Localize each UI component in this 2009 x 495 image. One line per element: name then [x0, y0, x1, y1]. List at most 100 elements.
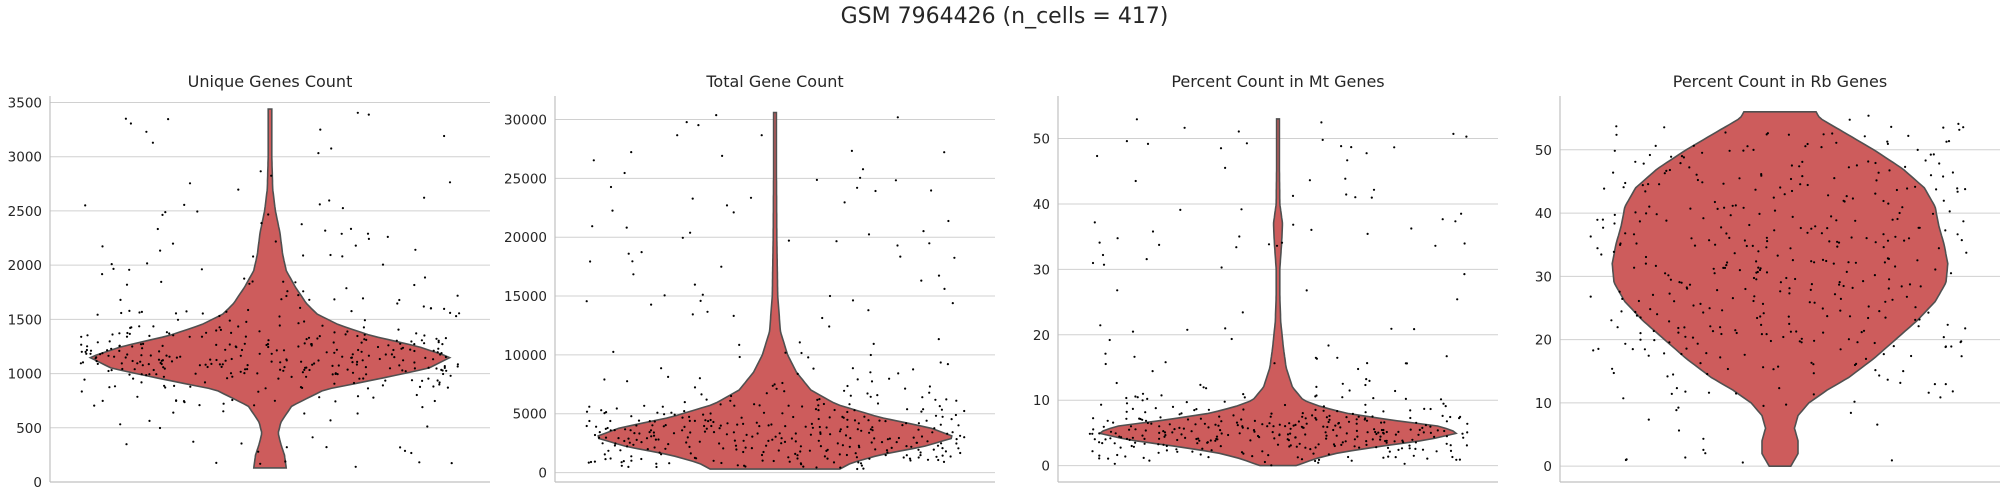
- data-point: [1882, 246, 1885, 249]
- data-point: [247, 308, 250, 312]
- data-point: [941, 447, 944, 450]
- data-point: [203, 381, 207, 384]
- data-point: [1091, 261, 1095, 265]
- data-point: [415, 332, 418, 335]
- data-point: [237, 325, 240, 328]
- data-point: [1445, 442, 1448, 445]
- data-point: [897, 372, 900, 375]
- data-point: [1133, 355, 1136, 358]
- data-point: [1778, 387, 1781, 390]
- data-point: [1442, 402, 1445, 405]
- data-point: [632, 443, 635, 446]
- data-point: [1098, 457, 1101, 460]
- data-point: [311, 363, 314, 366]
- data-point: [1860, 331, 1863, 334]
- data-point: [1680, 281, 1683, 284]
- data-point: [1907, 134, 1910, 137]
- data-point: [1312, 452, 1315, 455]
- data-point: [318, 335, 321, 338]
- data-point: [620, 461, 623, 464]
- data-point: [1397, 448, 1400, 451]
- data-point: [920, 410, 923, 413]
- data-point: [941, 415, 944, 418]
- data-point: [1654, 144, 1657, 147]
- data-point: [438, 381, 441, 384]
- data-point: [1445, 355, 1448, 358]
- data-point: [894, 179, 898, 182]
- data-point: [1799, 226, 1802, 230]
- data-point: [1157, 451, 1160, 454]
- data-point: [1728, 149, 1731, 152]
- data-point: [688, 415, 691, 418]
- data-point: [119, 298, 122, 301]
- data-point: [635, 438, 638, 441]
- data-point: [1220, 432, 1223, 435]
- data-point: [1130, 444, 1133, 448]
- data-point: [1412, 454, 1415, 457]
- data-point: [809, 433, 813, 436]
- data-point: [1125, 437, 1129, 440]
- data-point: [363, 319, 366, 322]
- data-point: [1644, 255, 1648, 259]
- data-point: [1884, 316, 1887, 319]
- data-point: [629, 429, 632, 432]
- data-point: [1878, 310, 1881, 313]
- data-point: [1088, 432, 1091, 435]
- data-point: [601, 442, 604, 445]
- data-point: [1289, 444, 1292, 447]
- data-point: [246, 364, 249, 367]
- data-point: [267, 213, 270, 216]
- data-point: [1317, 458, 1321, 461]
- data-point: [934, 414, 938, 417]
- data-point: [630, 455, 633, 458]
- data-point: [870, 380, 874, 383]
- data-point: [398, 364, 401, 367]
- data-point: [1762, 312, 1765, 315]
- data-point: [1808, 301, 1811, 304]
- data-point: [819, 445, 823, 448]
- y-tick-label: 1500: [8, 312, 42, 328]
- data-point: [161, 359, 164, 362]
- data-point: [663, 413, 666, 416]
- data-point: [1184, 436, 1187, 439]
- data-point: [637, 419, 641, 422]
- data-point: [851, 299, 855, 302]
- data-point: [437, 339, 440, 342]
- data-point: [1298, 442, 1301, 445]
- data-point: [1685, 286, 1688, 289]
- data-point: [1242, 452, 1245, 455]
- data-point: [649, 429, 653, 432]
- data-point: [170, 360, 174, 363]
- data-point: [444, 337, 447, 340]
- data-point: [1689, 207, 1692, 210]
- data-point: [1136, 396, 1139, 399]
- data-point: [1183, 126, 1186, 129]
- y-tick-label: 15000: [504, 289, 547, 305]
- data-point: [845, 453, 849, 457]
- data-point: [1304, 433, 1307, 436]
- data-point: [96, 362, 99, 365]
- data-point: [1371, 438, 1374, 441]
- data-point: [1680, 155, 1684, 158]
- data-point: [141, 364, 144, 367]
- data-point: [1246, 427, 1249, 430]
- data-point: [668, 462, 671, 465]
- data-point: [284, 460, 287, 463]
- data-point: [646, 448, 649, 451]
- data-point: [926, 458, 930, 461]
- data-point: [1141, 399, 1144, 402]
- data-point: [1905, 295, 1908, 298]
- data-point: [712, 459, 715, 462]
- data-point: [828, 294, 832, 298]
- data-point: [822, 402, 826, 406]
- data-point: [693, 419, 697, 422]
- data-point: [1647, 183, 1650, 186]
- data-point: [1741, 461, 1744, 464]
- data-point: [1789, 330, 1792, 333]
- data-point: [815, 178, 819, 181]
- data-point: [1295, 445, 1298, 448]
- data-point: [1612, 250, 1615, 253]
- data-point: [1813, 339, 1816, 342]
- data-point: [683, 425, 686, 428]
- data-point: [1115, 381, 1118, 385]
